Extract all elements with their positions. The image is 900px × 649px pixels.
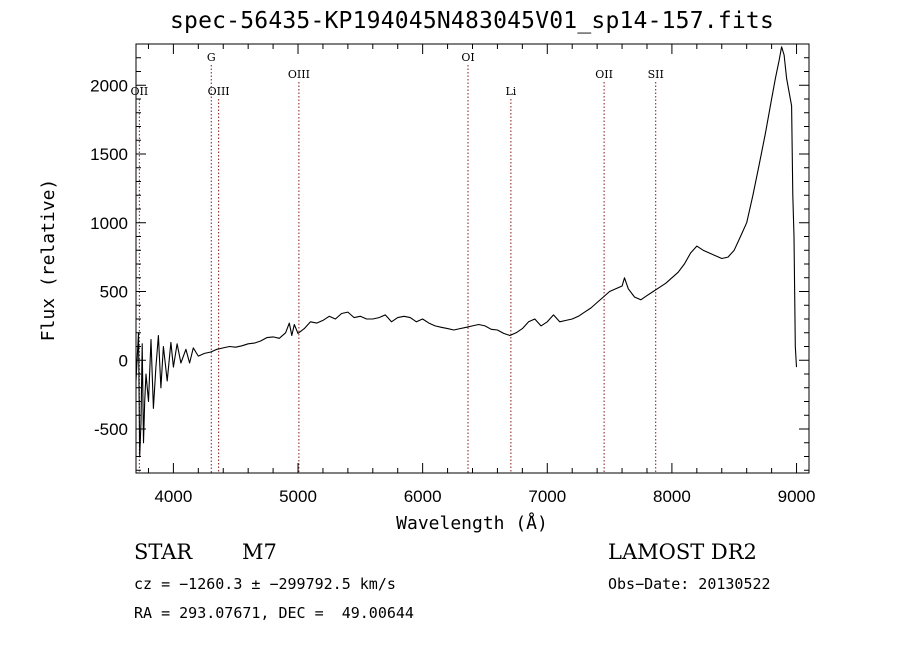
redshift-readout: cz = −1260.3 ± −299792.5 km/s [134, 575, 396, 593]
axis-ticks: 4000 5000 6000 7000 8000 9000 -500 0 500 1000 1500… [90, 44, 815, 506]
coordinates-readout: RA = 293.07671, DEC = 49.00644 [134, 604, 414, 622]
x-axis-label: Wavelength (Å) [396, 512, 548, 534]
x-tick-label: 8000 [653, 487, 691, 506]
spectral-line-label: OI [461, 51, 474, 64]
spectral-line-label: OIII [208, 85, 230, 98]
y-axis-label: Flux (relative) [38, 179, 59, 342]
y-tick-label: -500 [94, 420, 128, 439]
spectral-line-label: OII [595, 68, 613, 81]
spectral-line-label: OII [131, 85, 149, 98]
object-class: STAR [134, 540, 193, 564]
survey-name: LAMOST DR2 [608, 540, 757, 564]
plot-frame [135, 43, 810, 474]
spectral-line-label: SII [648, 68, 664, 81]
x-tick-label: 6000 [404, 487, 442, 506]
y-tick-label: 1000 [90, 214, 128, 233]
x-tick-label: 9000 [778, 487, 816, 506]
x-tick-label: 7000 [528, 487, 566, 506]
spectral-line-label: Li [505, 85, 516, 98]
y-tick-label: 0 [119, 351, 128, 370]
spectrum-line [135, 46, 798, 458]
chart-title: spec-56435-KP194045N483045V01_sp14-157.f… [169, 8, 775, 34]
y-tick-label: 500 [100, 283, 128, 302]
spectrum-series [135, 46, 798, 458]
spectral-line-label: OIII [288, 68, 310, 81]
object-subclass: M7 [242, 540, 277, 564]
spectral-line-markers: OII G OIII OIII OI Li OII SII [131, 51, 664, 473]
y-tick-label: 1500 [90, 145, 128, 164]
plot-border [135, 43, 810, 474]
spectral-line-label: G [207, 51, 216, 64]
observation-date: Obs−Date: 20130522 [608, 575, 771, 593]
x-tick-label: 4000 [154, 487, 192, 506]
x-tick-label: 5000 [279, 487, 317, 506]
y-tick-label: 2000 [90, 76, 128, 95]
